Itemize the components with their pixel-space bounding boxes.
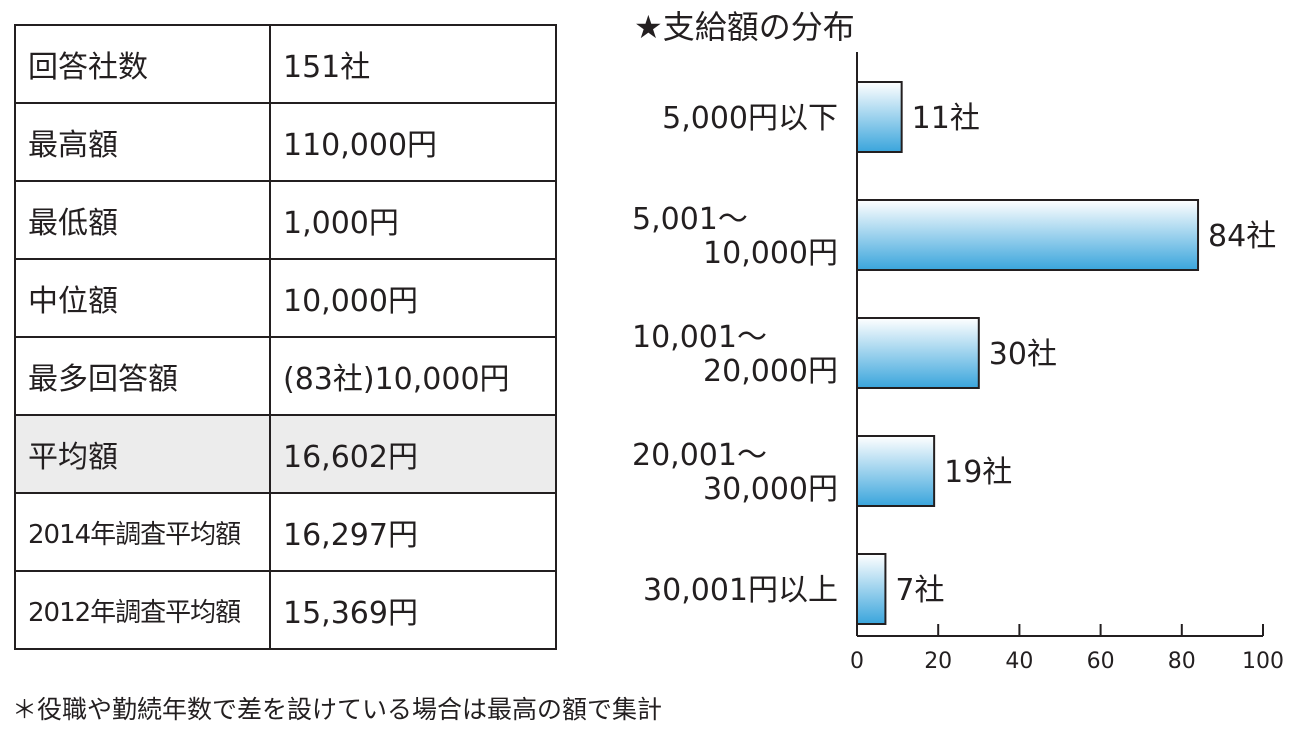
table-row-value: 16,297円	[269, 492, 557, 572]
category-label: 5,001～	[632, 202, 748, 237]
table-row: 2014年調査平均額 16,297円	[14, 492, 557, 572]
chart-title: ★支給額の分布	[634, 8, 855, 46]
x-tick-label: 20	[924, 649, 952, 674]
table-row-label: 2014年調査平均額	[14, 492, 271, 572]
category-label: 20,000円	[703, 354, 838, 389]
table-row: 平均額 16,602円	[14, 414, 557, 494]
table-row-value: 15,369円	[269, 570, 557, 650]
table-row-label: 2012年調査平均額	[14, 570, 271, 650]
table-row: 2012年調査平均額 15,369円	[14, 570, 557, 650]
table-row: 回答社数 151社	[14, 24, 557, 104]
bar-data-label: 84社	[1208, 219, 1276, 254]
bar-data-label: 19社	[944, 455, 1012, 490]
bar	[856, 553, 887, 625]
category-label: 30,000円	[703, 472, 838, 507]
table-row-value: 10,000円	[269, 258, 557, 338]
bar	[856, 81, 903, 153]
category-label: 10,000円	[703, 236, 838, 271]
x-tick-label: 60	[1087, 649, 1115, 674]
bar-chart: 0 20 40 60 80 100 11社 5,000円以下 84社 5,001～10,000円 3…	[632, 52, 1284, 674]
x-tick-label: 80	[1168, 649, 1196, 674]
footnote: ＊役職や勤続年数で差を設けている場合は最高の額で集計	[12, 695, 663, 724]
bar	[856, 199, 1200, 271]
bar	[856, 435, 936, 507]
table-body: 回答社数 151社 最高額 110,000円 最低額 1,000円 中位額 10,000円 最多…	[14, 24, 557, 650]
table-row: 最多回答額 (83社)10,000円	[14, 336, 557, 416]
table-row-value: 151社	[269, 24, 557, 104]
table-row: 最高額 110,000円	[14, 102, 557, 182]
category-label: 10,001～	[632, 320, 767, 355]
table-row-value: 16,602円	[269, 414, 557, 494]
table-row-value: (83社)10,000円	[269, 336, 557, 416]
table-row-label: 最高額	[14, 102, 271, 182]
bar-data-label: 30社	[989, 337, 1057, 372]
table-row-label: 平均額	[14, 414, 271, 494]
table-row-value: 110,000円	[269, 102, 557, 182]
category-label: 5,000円以下	[662, 101, 838, 136]
summary-table: 回答社数 151社 最高額 110,000円 最低額 1,000円 中位額 10,000円 最多…	[14, 24, 557, 650]
bar	[856, 317, 980, 389]
table-row: 中位額 10,000円	[14, 258, 557, 338]
table-row-label: 最多回答額	[14, 336, 271, 416]
x-tick-label: 40	[1005, 649, 1033, 674]
table-row-label: 中位額	[14, 258, 271, 338]
table-row-label: 最低額	[14, 180, 271, 260]
bar-data-label: 7社	[895, 573, 944, 608]
x-tick-label: 0	[850, 649, 864, 674]
table-row-label: 回答社数	[14, 24, 271, 104]
category-label: 20,001～	[632, 438, 767, 473]
table-row-value: 1,000円	[269, 180, 557, 260]
table-row: 最低額 1,000円	[14, 180, 557, 260]
x-tick-label: 100	[1242, 649, 1284, 674]
category-label: 30,001円以上	[643, 573, 838, 608]
bar-data-label: 11社	[912, 101, 980, 136]
